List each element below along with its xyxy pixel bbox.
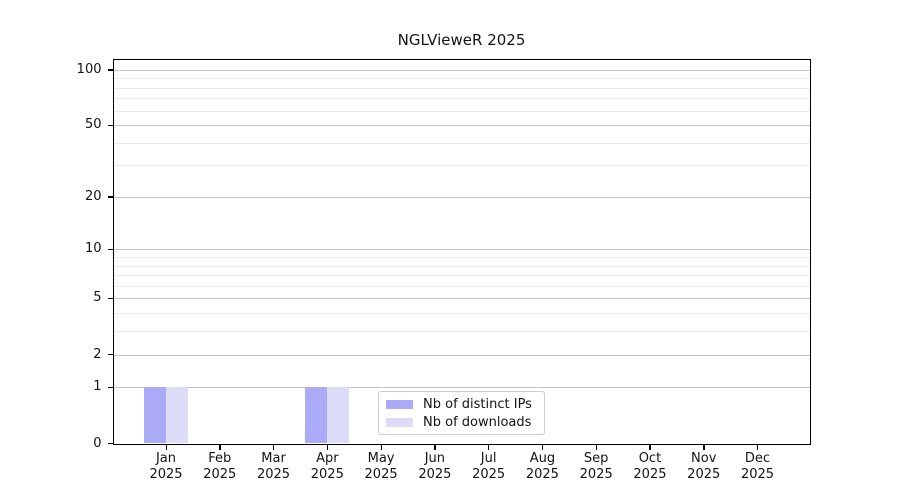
minor-gridline [113, 110, 810, 112]
y-tick-label: 100 [76, 61, 102, 77]
legend: Nb of distinct IPs Nb of downloads [378, 391, 545, 435]
y-tick-mark [108, 69, 113, 71]
y-tick-label: 1 [93, 379, 102, 395]
x-tick-label: Nov 2025 [674, 451, 734, 483]
y-tick-label: 10 [84, 241, 102, 257]
chart-title: NGLVieweR 2025 [397, 31, 526, 49]
x-tick-year: 2025 [525, 466, 559, 482]
x-tick-year: 2025 [740, 466, 775, 482]
x-tick-mark [380, 444, 382, 450]
x-tick-month: May [367, 450, 395, 466]
x-tick-month: Sep [583, 450, 609, 466]
x-tick-label: Mar 2025 [244, 451, 304, 483]
y-tick-mark [108, 297, 113, 300]
x-tick-year: 2025 [310, 466, 344, 482]
x-tick-month: Oct [638, 450, 662, 466]
x-tick-year: 2025 [203, 466, 237, 482]
major-gridline [113, 298, 810, 300]
y-tick-label: 20 [84, 188, 102, 204]
minor-gridline [113, 265, 810, 267]
x-tick-year: 2025 [687, 466, 721, 482]
x-tick-label: Feb 2025 [190, 451, 250, 483]
x-tick-label: Apr 2025 [297, 451, 357, 483]
x-tick-year: 2025 [418, 466, 452, 482]
y-tick-label: 5 [93, 290, 102, 306]
y-tick-mark [108, 443, 113, 445]
x-tick-mark [757, 444, 759, 450]
x-tick-mark [165, 444, 167, 450]
legend-label-downloads: Nb of downloads [423, 414, 532, 430]
bar-downloads-apr-2025 [327, 387, 350, 444]
minor-gridline [113, 275, 810, 277]
x-tick-mark [219, 444, 221, 450]
x-tick-mark [649, 444, 651, 450]
x-tick-month: Jun [424, 450, 446, 466]
x-tick-label: Oct 2025 [620, 451, 680, 483]
x-tick-month: Feb [208, 450, 232, 466]
minor-gridline [113, 165, 810, 167]
y-tick-label: 50 [84, 117, 102, 133]
y-tick-label: 2 [93, 346, 102, 362]
y-tick-mark [108, 386, 113, 389]
major-gridline [113, 69, 810, 71]
plot-area [112, 59, 811, 445]
x-tick-month: Jan [155, 450, 177, 466]
legend-swatch-distinct-ips [386, 399, 413, 409]
minor-gridline [113, 331, 810, 333]
y-tick-label: 0 [93, 435, 102, 451]
major-gridline [113, 354, 810, 356]
legend-item-distinct-ips: Nb of distinct IPs [386, 395, 544, 413]
legend-label-distinct-ips: Nb of distinct IPs [423, 396, 532, 412]
x-tick-year: 2025 [472, 466, 506, 482]
minor-gridline [113, 98, 810, 100]
y-tick-mark [108, 196, 113, 198]
x-tick-mark [326, 444, 329, 450]
bar-distinct-ips-jan-2025 [144, 387, 166, 444]
x-tick-month: Mar [261, 450, 286, 466]
bar-distinct-ips-apr-2025 [305, 387, 328, 444]
y-tick-mark [108, 354, 113, 356]
x-tick-label: Jan 2025 [136, 451, 196, 483]
x-tick-month: Dec [744, 450, 771, 466]
major-gridline [113, 249, 810, 251]
x-tick-month: Apr [316, 450, 339, 466]
x-tick-label: Aug 2025 [512, 451, 572, 483]
minor-gridline [113, 257, 810, 259]
x-tick-month: Nov [691, 450, 717, 466]
x-tick-label: Jun 2025 [405, 451, 465, 483]
x-tick-year: 2025 [256, 466, 291, 482]
x-tick-mark [273, 444, 275, 450]
x-tick-year: 2025 [364, 466, 398, 482]
major-gridline [113, 125, 810, 127]
minor-gridline [113, 142, 810, 144]
x-tick-mark [703, 444, 705, 450]
x-tick-label: May 2025 [351, 451, 411, 483]
x-tick-label: Sep 2025 [566, 451, 626, 483]
x-tick-year: 2025 [149, 466, 183, 482]
x-tick-month: Jul [480, 450, 497, 466]
legend-swatch-downloads [386, 417, 413, 427]
legend-item-downloads: Nb of downloads [386, 413, 544, 431]
x-tick-label: Jul 2025 [459, 451, 519, 483]
major-gridline [113, 387, 810, 389]
x-tick-mark [595, 444, 597, 450]
x-tick-mark [434, 444, 436, 450]
minor-gridline [113, 313, 810, 315]
minor-gridline [113, 87, 810, 89]
x-tick-year: 2025 [633, 466, 667, 482]
bar-downloads-jan-2025 [166, 387, 188, 444]
x-tick-mark [488, 444, 490, 450]
y-tick-mark [108, 124, 113, 126]
x-tick-mark [541, 444, 544, 450]
minor-gridline [113, 78, 810, 80]
major-gridline [113, 196, 810, 198]
x-tick-year: 2025 [579, 466, 613, 482]
y-tick-mark [108, 248, 113, 251]
x-tick-month: Aug [529, 450, 556, 466]
minor-gridline [113, 285, 810, 287]
x-tick-label: Dec 2025 [728, 451, 788, 483]
